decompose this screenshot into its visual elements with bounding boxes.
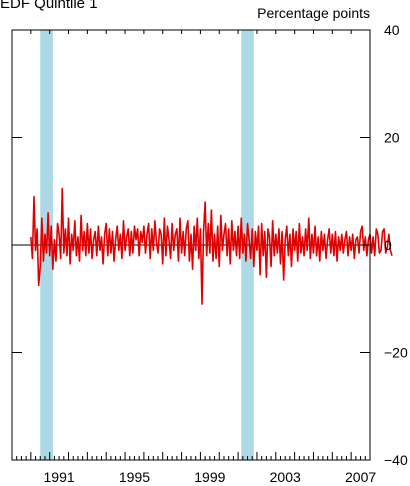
x-tick-label: 1999: [194, 469, 225, 485]
x-tick-label: 2007: [345, 469, 376, 485]
y-tick-label: −20: [384, 345, 408, 361]
x-tick-label: 1991: [44, 469, 75, 485]
y-tick-label: 20: [384, 130, 400, 146]
chart-title: EDF Quintile 1: [0, 0, 98, 12]
x-tick-label: 2003: [270, 469, 301, 485]
y-tick-label: 0: [384, 237, 392, 253]
x-tick-label: 1995: [119, 469, 150, 485]
x-axis-ticks: [11, 30, 371, 460]
series-group: [30, 187, 393, 305]
y-tick-label: 40: [384, 22, 400, 38]
units-label: Percentage points: [257, 5, 370, 21]
y-tick-label: −40: [384, 452, 408, 468]
y-axis-labels: 40 20 0 −20 −40: [384, 22, 408, 468]
series-line-1: [30, 187, 393, 305]
x-axis-labels: 1991 1995 1999 2003 2007: [44, 469, 377, 485]
